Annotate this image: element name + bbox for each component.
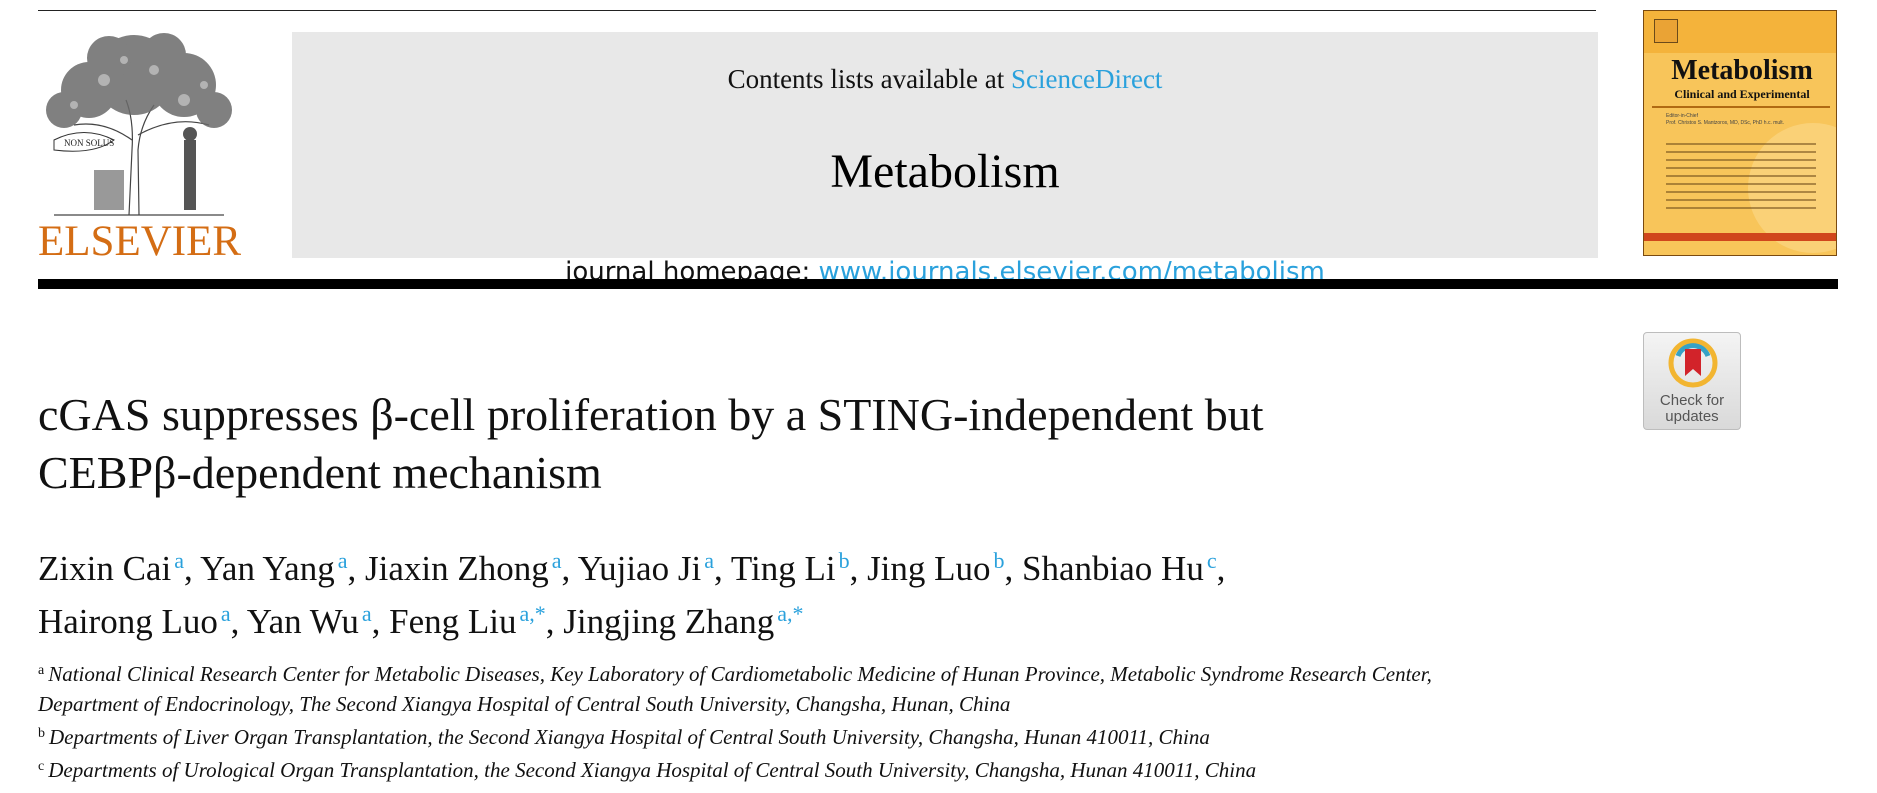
affiliation-key: a: [38, 663, 45, 678]
author-name[interactable]: Ting Li: [730, 549, 836, 588]
affiliation-marker[interactable]: a: [704, 548, 714, 573]
author-name[interactable]: Yujiao Ji: [577, 549, 702, 588]
author-separator: ,: [545, 602, 564, 641]
sciencedirect-link[interactable]: ScienceDirect: [1011, 64, 1163, 94]
contents-prefix: Contents lists available at: [727, 64, 1005, 94]
cover-topic-lines: [1666, 143, 1816, 215]
author-separator: ,: [371, 602, 390, 641]
cover-editor-name: Prof. Christos S. Mantzoros, MD, DSc, Ph…: [1666, 119, 1785, 126]
affiliation-list: a National Clinical Research Center for M…: [38, 656, 1638, 785]
author-separator: ,: [1004, 549, 1023, 588]
author-separator: ,: [713, 549, 731, 588]
elsevier-wordmark[interactable]: ELSEVIER: [38, 218, 242, 265]
author-name[interactable]: Jiaxin Zhong: [365, 549, 549, 588]
cover-rule: [1652, 106, 1830, 108]
author-name[interactable]: Feng Liu: [389, 602, 517, 641]
affiliation-marker[interactable]: c: [1206, 548, 1217, 573]
affiliation-marker[interactable]: a: [220, 601, 231, 626]
affiliation-marker[interactable]: b: [993, 548, 1005, 573]
header-thick-rule: [38, 279, 1838, 289]
author-separator: ,: [183, 549, 201, 588]
affiliation-marker[interactable]: a,*: [777, 601, 804, 626]
author-name[interactable]: Zixin Cai: [38, 549, 172, 588]
author-separator: ,: [1216, 549, 1226, 588]
affiliation-item: a National Clinical Research Center for M…: [38, 656, 1638, 689]
contents-line: Contents lists available at ScienceDirec…: [292, 64, 1598, 95]
affiliation-key: c: [38, 759, 45, 774]
affiliation-item: c Departments of Urological Organ Transpl…: [38, 752, 1638, 785]
elsevier-tree-logo: NON SOLUS: [34, 30, 244, 260]
journal-cover[interactable]: Metabolism Clinical and Experimental Edi…: [1643, 10, 1837, 256]
author-separator: ,: [347, 549, 365, 588]
author-name[interactable]: Hairong Luo: [38, 602, 218, 641]
cover-subtitle: Clinical and Experimental: [1674, 87, 1810, 101]
check-for-updates-badge[interactable]: Check for updates: [1643, 332, 1741, 430]
affiliation-marker[interactable]: a: [174, 548, 184, 573]
author-list: Zixin Cai a, Yan Yang a, Jiaxin Zhong a, Yu…: [38, 538, 1638, 644]
affiliation-text: Departments of Urological Organ Transpla…: [48, 758, 1257, 782]
badge-line2: updates: [1665, 408, 1719, 425]
badge-line1: Check for: [1659, 392, 1725, 409]
affiliation-marker[interactable]: a: [337, 548, 348, 573]
cover-bottom-band: [1644, 233, 1836, 241]
article-title-line2: CEBPβ-dependent mechanism: [38, 447, 602, 498]
affiliation-key: b: [38, 726, 45, 741]
article-title: cGAS suppresses β-cell proliferation by …: [38, 386, 1598, 502]
bookmark-icon: [1668, 338, 1718, 388]
badge-label: Check for updates: [1644, 393, 1740, 425]
logo-motto: NON SOLUS: [64, 138, 114, 148]
top-rule: [38, 10, 1596, 11]
author-separator: ,: [561, 549, 578, 588]
author-name[interactable]: Shanbiao Hu: [1022, 549, 1204, 588]
author-name[interactable]: Yan Wu: [246, 602, 359, 641]
author-separator: ,: [849, 549, 868, 588]
cover-elsevier-icon: [1654, 19, 1678, 43]
article-title-line1: cGAS suppresses β-cell proliferation by …: [38, 389, 1264, 440]
affiliation-marker[interactable]: a: [551, 548, 562, 573]
cover-title: Metabolism: [1671, 55, 1813, 86]
author-name[interactable]: Jing Luo: [867, 549, 991, 588]
author-name[interactable]: Jingjing Zhang: [563, 602, 775, 641]
journal-banner: Contents lists available at ScienceDirec…: [292, 32, 1598, 287]
author-name[interactable]: Yan Yang: [200, 549, 335, 588]
affiliation-text-continued: Department of Endocrinology, The Second …: [38, 692, 1011, 716]
affiliation-marker[interactable]: b: [838, 548, 850, 573]
affiliation-marker[interactable]: a,*: [519, 601, 546, 626]
journal-title: Metabolism: [830, 145, 1060, 198]
affiliation-text: National Clinical Research Center for Me…: [48, 662, 1432, 686]
cover-editor: Editor-in-Chief Prof. Christos S. Mantzo…: [1666, 113, 1784, 126]
affiliation-text: Departments of Liver Organ Transplantati…: [49, 725, 1210, 749]
author-separator: ,: [230, 602, 247, 641]
affiliation-marker[interactable]: a: [361, 601, 372, 626]
cover-editor-label: Editor-in-Chief: [1666, 113, 1698, 119]
affiliation-item: b Departments of Liver Organ Transplantat…: [38, 719, 1638, 752]
